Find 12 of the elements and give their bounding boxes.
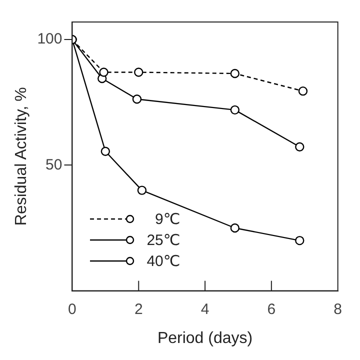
x-tick-label: 2 (134, 300, 143, 318)
y-tick-label: 100 (37, 30, 62, 48)
legend-label: 25℃ (146, 231, 180, 250)
y-tick-label: 50 (46, 156, 62, 174)
x-axis-title: Period (days) (157, 330, 253, 347)
x-tick-label: 4 (200, 300, 210, 318)
legend-label: 9℃ (154, 210, 180, 228)
y-axis-title: Residual Activity, % (13, 87, 30, 226)
x-tick-label: 6 (267, 300, 276, 318)
x-tick-label: 0 (68, 300, 76, 318)
legend-label: 40℃ (146, 252, 180, 270)
x-tick-label: 8 (334, 300, 342, 318)
